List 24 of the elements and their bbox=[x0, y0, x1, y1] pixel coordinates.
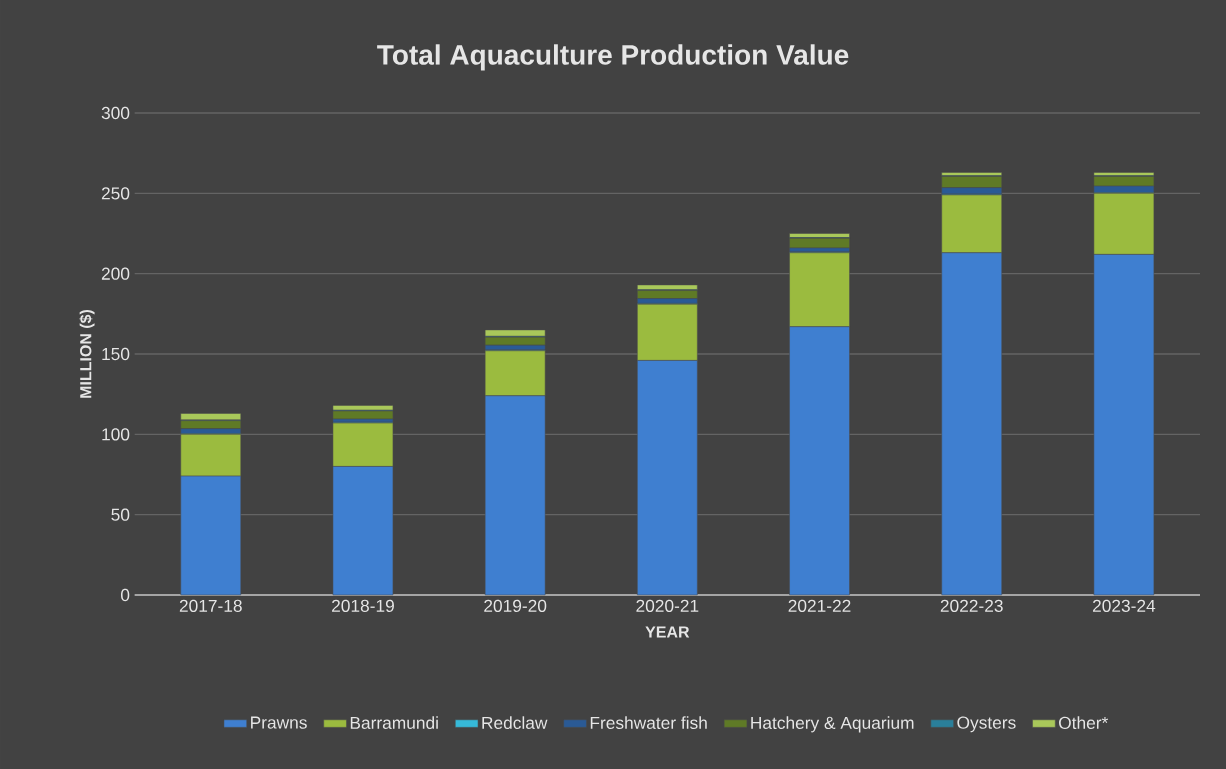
y-tick-label: 150 bbox=[102, 347, 130, 361]
legend-label: Oysters bbox=[957, 716, 1016, 733]
y-tick-label: 200 bbox=[101, 267, 130, 280]
legend-label: Redclaw bbox=[482, 716, 548, 730]
y-tick-label: 0 bbox=[120, 588, 130, 602]
chart-title: Total Aquaculture Production Value bbox=[377, 44, 849, 71]
y-axis-title: MILLION ($) bbox=[79, 309, 95, 398]
x-tick-label: 2019-20 bbox=[484, 599, 547, 612]
legend-label: Other* bbox=[1059, 716, 1109, 730]
y-tick-label: 300 bbox=[101, 106, 130, 120]
legend-label: Prawns bbox=[251, 716, 307, 729]
x-tick-label: 2018-19 bbox=[332, 599, 394, 612]
x-tick-label: 2020-21 bbox=[636, 599, 699, 612]
x-tick-label: 2022-23 bbox=[940, 599, 1003, 612]
y-tick-label: 100 bbox=[102, 428, 130, 441]
y-tick-label: 50 bbox=[111, 508, 130, 521]
legend-label: Freshwater fish bbox=[590, 716, 707, 730]
x-tick-label: 2023-24 bbox=[1092, 599, 1156, 612]
x-axis-title: YEAR bbox=[645, 626, 690, 638]
legend-label: Barramundi bbox=[350, 716, 438, 730]
legend-label: Hatchery & Aquarium bbox=[751, 716, 914, 733]
x-tick-label: 2021-22 bbox=[788, 599, 851, 612]
y-tick-label: 250 bbox=[101, 187, 130, 200]
x-tick-label: 2017-18 bbox=[179, 599, 242, 612]
